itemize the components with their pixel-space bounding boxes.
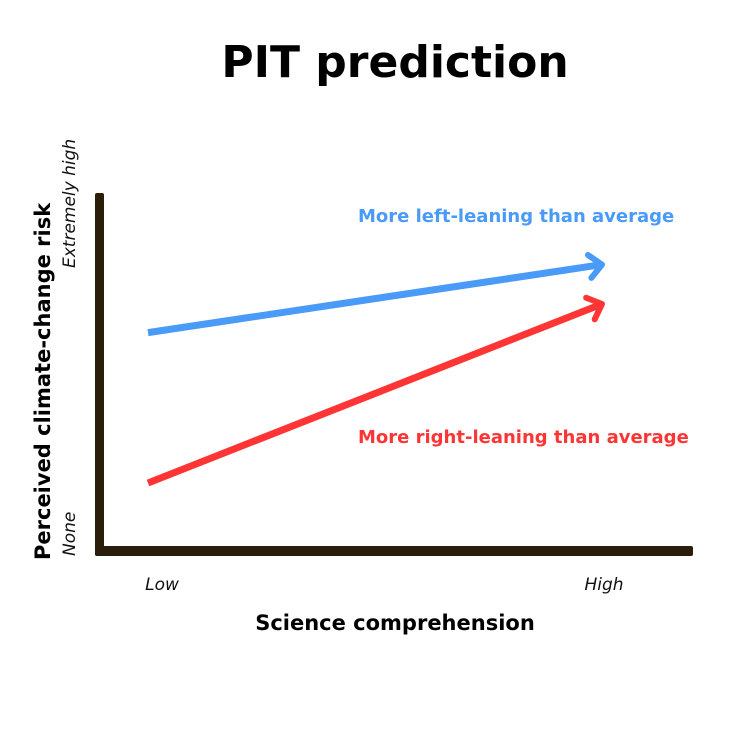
arrowhead-icon-1 xyxy=(583,294,605,323)
arrowhead-icon-0 xyxy=(584,251,605,281)
series-label-right: More right-leaning than average xyxy=(358,427,689,448)
y-tick-extremely-high: Extremely high xyxy=(60,139,80,268)
x-tick-high: High xyxy=(584,575,623,595)
y-axis xyxy=(95,193,104,556)
series-line-1 xyxy=(146,300,604,487)
x-tick-low: Low xyxy=(145,575,179,595)
series-label-left: More left-leaning than average xyxy=(358,206,674,227)
chart-title: PIT prediction xyxy=(221,37,568,88)
x-axis xyxy=(95,546,693,556)
y-axis-title: Perceived climate-change risk xyxy=(31,202,55,560)
series-line-0 xyxy=(147,261,603,337)
x-axis-title: Science comprehension xyxy=(255,611,535,635)
y-tick-none: None xyxy=(60,512,80,556)
